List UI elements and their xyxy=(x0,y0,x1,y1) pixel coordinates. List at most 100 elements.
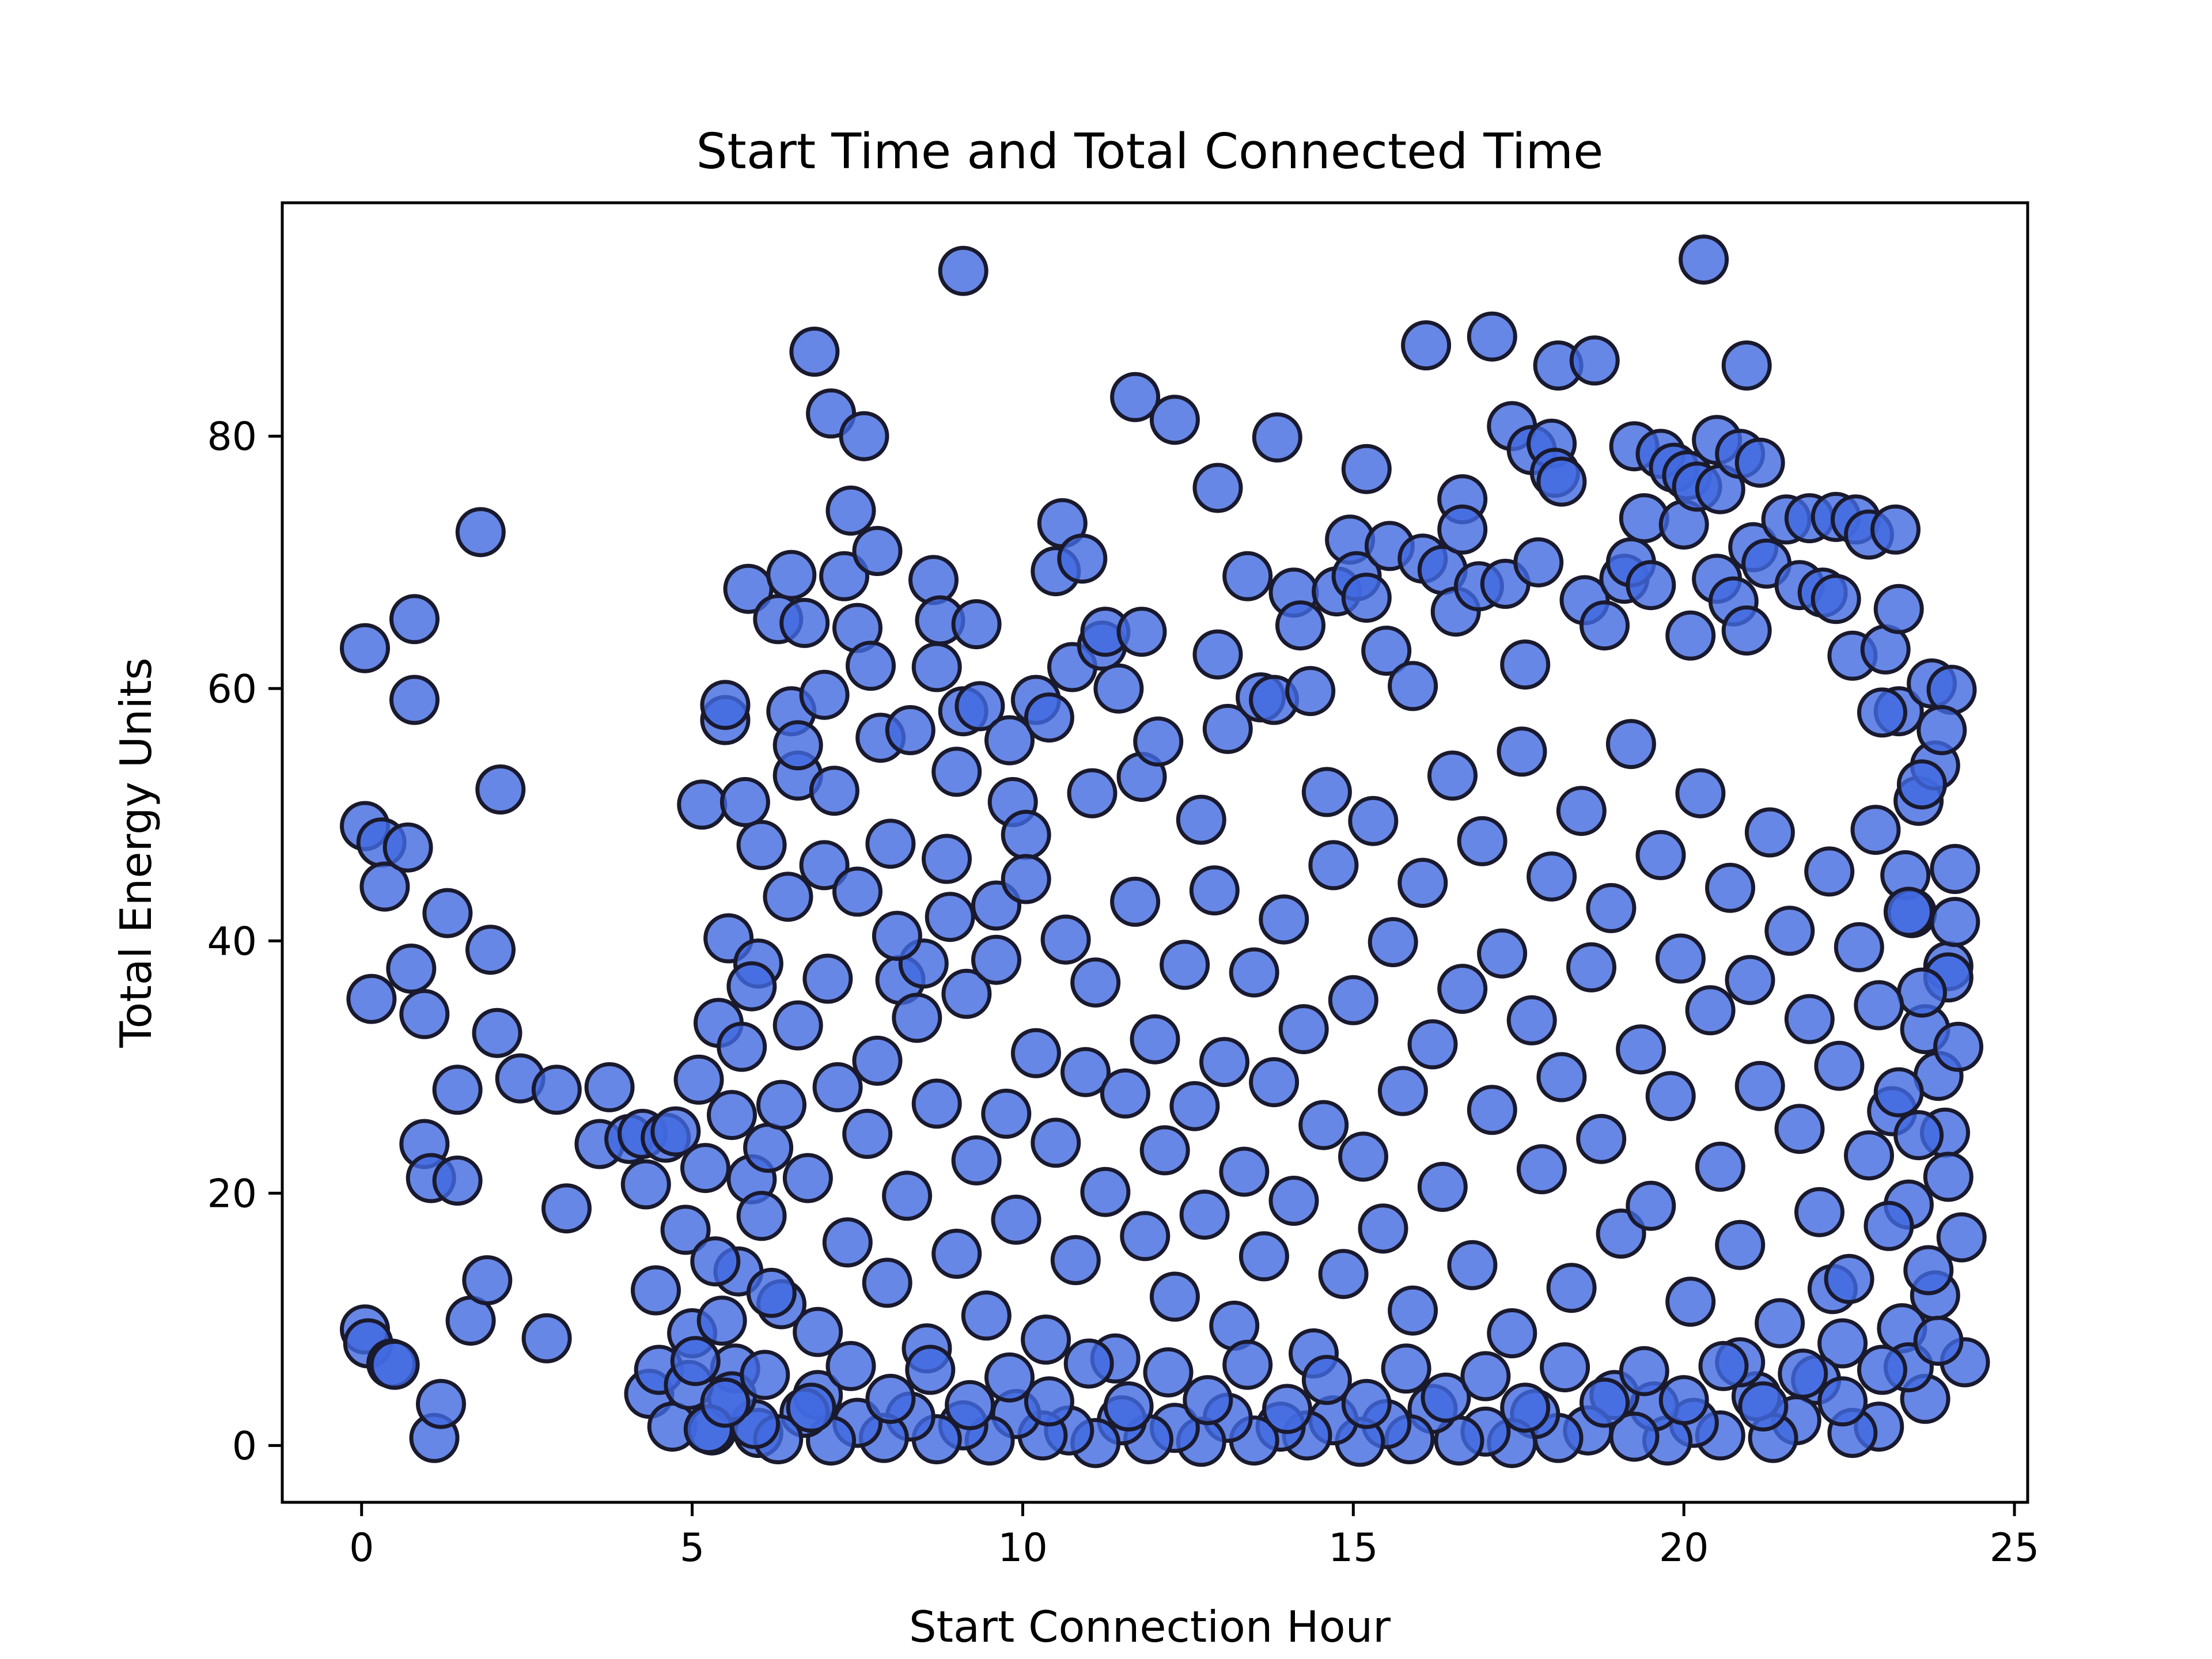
data-point xyxy=(793,1306,843,1357)
data-point xyxy=(819,551,870,601)
data-point xyxy=(842,1108,893,1159)
data-point xyxy=(1721,605,1772,656)
data-point xyxy=(1655,933,1706,984)
data-point xyxy=(1725,955,1775,1005)
data-point xyxy=(1513,537,1564,588)
data-point xyxy=(726,961,777,1012)
data-point xyxy=(862,1257,912,1308)
data-point xyxy=(1001,809,1051,860)
data-point xyxy=(1169,1081,1220,1131)
data-point xyxy=(822,1217,873,1268)
data-point xyxy=(1437,504,1488,555)
data-point xyxy=(736,820,787,870)
data-point xyxy=(1896,967,1947,1018)
data-point xyxy=(1143,1347,1194,1397)
data-point xyxy=(892,993,942,1043)
data-point xyxy=(1626,560,1676,611)
data-point xyxy=(885,705,935,755)
data-point xyxy=(521,1313,572,1363)
data-point xyxy=(1930,844,1980,894)
data-point xyxy=(1179,1190,1230,1240)
data-point xyxy=(1546,1263,1597,1313)
data-point xyxy=(756,1080,806,1130)
data-point xyxy=(680,1143,730,1194)
data-point xyxy=(719,777,770,827)
data-point xyxy=(1262,1384,1312,1434)
data-point xyxy=(1238,1231,1289,1282)
data-point xyxy=(1348,796,1399,846)
data-point xyxy=(700,1377,751,1428)
data-point xyxy=(981,1088,1032,1139)
data-point xyxy=(1896,759,1947,810)
data-point xyxy=(432,1156,483,1206)
data-point xyxy=(673,1054,724,1105)
data-point xyxy=(1437,964,1488,1014)
data-point xyxy=(931,747,982,797)
data-point xyxy=(1705,862,1755,913)
data-point xyxy=(369,1339,420,1390)
data-point xyxy=(1527,851,1577,902)
data-point xyxy=(772,720,823,771)
data-point xyxy=(1477,928,1528,979)
data-point xyxy=(1857,687,1907,738)
data-point xyxy=(531,1065,582,1115)
x-tick-label: 15 xyxy=(1328,1525,1378,1571)
data-point xyxy=(1067,768,1118,819)
data-point xyxy=(1540,1342,1590,1393)
data-point xyxy=(1080,1166,1131,1217)
data-point xyxy=(1222,1339,1273,1390)
data-point xyxy=(984,715,1035,766)
data-point xyxy=(690,1236,741,1287)
data-point xyxy=(1810,574,1861,624)
data-point xyxy=(382,822,433,873)
data-point xyxy=(1774,1104,1825,1154)
data-point xyxy=(1536,1052,1587,1103)
data-point xyxy=(1695,1141,1745,1192)
data-point xyxy=(1913,1316,1964,1366)
data-point xyxy=(1070,957,1121,1008)
data-point xyxy=(1110,372,1161,422)
data-point xyxy=(1933,1021,1983,1072)
data-point xyxy=(1817,1318,1868,1369)
data-point xyxy=(839,411,889,461)
data-point xyxy=(1844,1130,1894,1181)
data-point xyxy=(832,866,882,917)
y-tick-label: 60 xyxy=(207,666,257,712)
data-point xyxy=(1031,1118,1081,1168)
data-point xyxy=(1010,1028,1061,1078)
x-axis-ticks: 0 5 10 15 20 25 xyxy=(349,1502,2039,1571)
data-point xyxy=(541,1183,592,1234)
data-point xyxy=(1616,1024,1666,1075)
data-point xyxy=(1318,1249,1369,1300)
data-point xyxy=(1635,830,1686,880)
data-point xyxy=(1388,661,1438,711)
data-point xyxy=(1417,1161,1468,1212)
data-point xyxy=(1903,1245,1954,1296)
data-point xyxy=(1183,1375,1233,1426)
data-point xyxy=(865,819,916,869)
data-point xyxy=(782,1153,833,1203)
data-point xyxy=(1301,767,1352,817)
data-point xyxy=(1341,444,1392,494)
y-tick-label: 20 xyxy=(207,1171,257,1217)
data-point xyxy=(455,507,506,558)
data-point xyxy=(422,888,473,938)
data-point xyxy=(1447,1240,1498,1290)
data-point xyxy=(1586,882,1637,933)
data-point xyxy=(746,1267,797,1318)
data-point xyxy=(763,872,813,922)
data-point xyxy=(1893,1110,1944,1161)
data-point xyxy=(432,1065,483,1115)
data-point xyxy=(1715,1219,1766,1270)
x-tick-label: 0 xyxy=(349,1525,374,1571)
chart-title: Start Time and Total Connected Time xyxy=(696,123,1604,180)
data-point xyxy=(631,1265,681,1316)
data-point xyxy=(1850,805,1901,855)
data-point xyxy=(1778,1349,1828,1399)
data-point xyxy=(1427,750,1478,801)
data-point xyxy=(846,641,896,691)
data-point xyxy=(922,834,972,884)
data-point xyxy=(1338,1131,1388,1182)
data-point xyxy=(700,680,751,730)
